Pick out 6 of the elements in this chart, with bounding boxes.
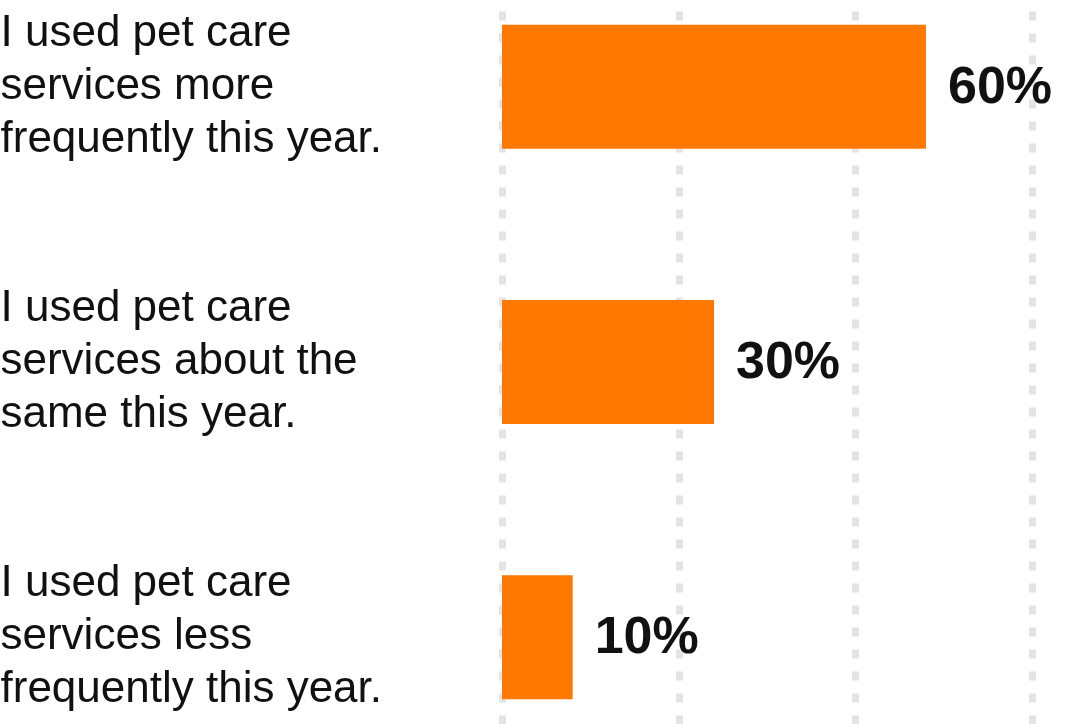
y-tick-label: I used pet care services more frequently this year. [0, 5, 383, 161]
y-tick-label: I used pet care services less frequently this year. [0, 556, 383, 712]
data-label: 30% [736, 331, 841, 389]
y-tick-label: I used pet care services about the same this year. [0, 281, 358, 436]
data-label: 10% [594, 606, 699, 665]
data-label: 60% [948, 55, 1053, 114]
